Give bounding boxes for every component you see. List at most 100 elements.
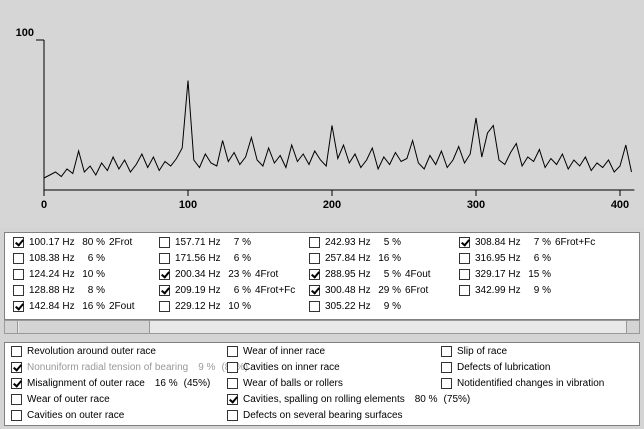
checkbox[interactable] [13, 301, 24, 312]
defect-label: Cavities on outer race [27, 410, 125, 421]
share: 7 % [233, 237, 251, 248]
frequency-item: 128.88 Hz 8 % [13, 284, 158, 298]
defect-item: Misalignment of outer race 16 % (45%) [11, 377, 210, 391]
checkbox[interactable] [11, 378, 22, 389]
scroll-thumb[interactable] [19, 321, 150, 333]
checkbox[interactable] [13, 253, 24, 264]
share: 5 % [383, 237, 401, 248]
share: 6 % [233, 253, 251, 264]
confidence: (45%) [183, 378, 211, 389]
checkbox[interactable] [13, 269, 24, 280]
x-tick-label: 300 [467, 199, 485, 211]
frequency-item: 100.17 Hz 80 % 2Frot [13, 236, 158, 250]
checkbox[interactable] [309, 269, 320, 280]
frequency: 305.22 Hz [325, 301, 371, 312]
checkbox[interactable] [13, 237, 24, 248]
defect-label: Wear of balls or rollers [243, 378, 343, 389]
checkbox[interactable] [159, 253, 170, 264]
scroll-left[interactable] [5, 321, 18, 333]
horizontal-scrollbar[interactable] [4, 320, 640, 334]
defect-label: Defects on several bearing surfaces [243, 410, 403, 421]
harmonic: 2Fout [109, 301, 135, 312]
frequency-item: 142.84 Hz 16 % 2Fout [13, 300, 158, 314]
checkbox[interactable] [459, 269, 470, 280]
frequency-item: 108.38 Hz 6 % [13, 252, 158, 266]
checkbox[interactable] [11, 410, 22, 421]
checkbox[interactable] [459, 237, 470, 248]
frequency: 308.84 Hz [475, 237, 521, 248]
checkbox[interactable] [159, 269, 170, 280]
frequency: 171.56 Hz [175, 253, 221, 264]
checkbox[interactable] [11, 394, 22, 405]
share: 10 % [228, 301, 251, 312]
frequency: 108.38 Hz [29, 253, 75, 264]
defect-label: Defects of lubrication [457, 362, 551, 373]
checkbox[interactable] [309, 253, 320, 264]
checkbox[interactable] [227, 410, 238, 421]
share: 9 % [533, 285, 551, 296]
checkbox[interactable] [11, 362, 22, 373]
checkbox[interactable] [159, 301, 170, 312]
checkbox[interactable] [309, 237, 320, 248]
defect-item: Cavities on outer race [11, 409, 124, 423]
share: 8 % [87, 285, 105, 296]
frequency-item: 209.19 Hz 6 % 4Frot+Fc [159, 284, 304, 298]
frequency: 288.95 Hz [325, 269, 371, 280]
frequency-item: 316.95 Hz 6 % [459, 252, 604, 266]
harmonic: 6Frot+Fc [555, 237, 596, 248]
share: 10 % [82, 269, 105, 280]
frequency: 242.93 Hz [325, 237, 371, 248]
checkbox[interactable] [227, 362, 238, 373]
harmonic: 4Fout [405, 269, 431, 280]
frequency: 128.88 Hz [29, 285, 75, 296]
frequency-item: 229.12 Hz 10 % [159, 300, 304, 314]
frequency: 200.34 Hz [175, 269, 221, 280]
checkbox[interactable] [441, 378, 452, 389]
x-tick-label: 400 [611, 199, 629, 211]
x-tick-label: 100 [179, 199, 197, 211]
defect-label: Notidentified changes in vibration [457, 378, 605, 389]
frequency: 229.12 Hz [175, 301, 221, 312]
checkbox[interactable] [309, 285, 320, 296]
defect-label: Cavities on inner race [243, 362, 340, 373]
checkbox[interactable] [227, 346, 238, 357]
defect-item: Slip of race [441, 345, 507, 359]
share: 6 % [533, 253, 551, 264]
frequency-item: 242.93 Hz 5 % [309, 236, 454, 250]
frequency-item: 342.99 Hz 9 % [459, 284, 604, 298]
checkbox[interactable] [459, 253, 470, 264]
harmonic: 2Frot [109, 237, 133, 248]
frequency-item: 257.84 Hz 16 % [309, 252, 454, 266]
defect-label: Cavities, spalling on rolling elements [243, 394, 405, 405]
checkbox[interactable] [441, 362, 452, 373]
frequency: 342.99 Hz [475, 285, 521, 296]
defect-item: Cavities on inner race [227, 361, 340, 375]
frequency-item: 288.95 Hz 5 % 4Fout [309, 268, 454, 282]
defect-label: Wear of inner race [243, 346, 326, 357]
scroll-right[interactable] [626, 321, 639, 333]
harmonic: 4Frot [255, 269, 279, 280]
defect-item: Wear of outer race [11, 393, 110, 407]
spectrum-chart: 100 0 100 200 300 400 [15, 26, 635, 211]
checkbox[interactable] [441, 346, 452, 357]
checkbox[interactable] [309, 301, 320, 312]
checkbox[interactable] [227, 394, 238, 405]
defect-item: Notidentified changes in vibration [441, 377, 604, 391]
checkbox[interactable] [227, 378, 238, 389]
frequency-list: 100.17 Hz 80 % 2Frot 108.38 Hz 6 % 124.24 Hz 1… [4, 232, 640, 320]
checkbox[interactable] [159, 285, 170, 296]
defect-label: Misalignment of outer race [27, 378, 145, 389]
checkbox[interactable] [159, 237, 170, 248]
defect-item: Defects of lubrication [441, 361, 550, 375]
checkbox[interactable] [459, 285, 470, 296]
share: 16 % [154, 378, 178, 389]
frequency-item: 171.56 Hz 6 % [159, 252, 304, 266]
frequency: 329.17 Hz [475, 269, 521, 280]
frequency: 124.24 Hz [29, 269, 75, 280]
checkbox[interactable] [13, 285, 24, 296]
share: 6 % [233, 285, 251, 296]
defect-item: Revolution around outer race [11, 345, 156, 359]
checkbox[interactable] [11, 346, 22, 357]
frequency: 100.17 Hz [29, 237, 75, 248]
